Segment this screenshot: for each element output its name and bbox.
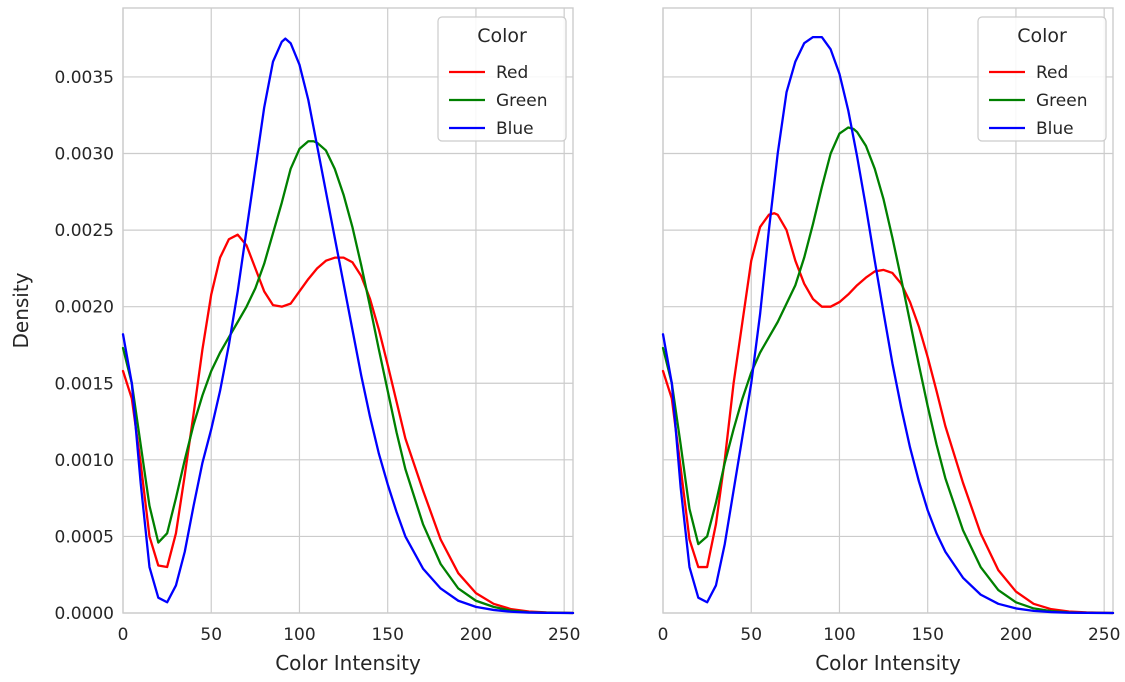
- x-tick-label: 150: [371, 625, 403, 645]
- y-tick-label: 0.0025: [55, 221, 114, 241]
- x-tick-label: 50: [740, 625, 762, 645]
- x-tick-label: 50: [200, 625, 222, 645]
- y-tick-label: 0.0015: [55, 374, 114, 394]
- x-tick-label: 0: [658, 625, 669, 645]
- y-axis-label: Density: [9, 272, 33, 348]
- x-tick-label: 200: [460, 625, 492, 645]
- legend-label-green: Green: [496, 91, 547, 111]
- right-chart-panel: 0 50 100 150 200 250 Color Intensity Color Red Gr…: [658, 7, 1120, 675]
- legend-label-blue: Blue: [496, 119, 534, 139]
- y-tick-label: 0.0000: [55, 604, 114, 624]
- y-tick-label: 0.0020: [55, 298, 114, 318]
- series-line-blue: [121, 37, 575, 615]
- legend: Color Red Green Blue: [437, 16, 567, 142]
- x-axis-label: Color Intensity: [275, 651, 421, 675]
- legend-label-red: Red: [496, 63, 528, 83]
- x-tick-label: 0: [118, 625, 129, 645]
- series-line-green: [661, 126, 1115, 615]
- x-tick-label: 150: [911, 625, 943, 645]
- legend-box: [437, 16, 567, 142]
- y-tick-label: 0.0010: [55, 451, 114, 471]
- series-line-red: [121, 233, 575, 615]
- x-axis-label: Color Intensity: [815, 651, 961, 675]
- legend-label-green: Green: [1036, 91, 1087, 111]
- left-chart-panel: 0 50 100 150 200 250 0.0000 0.0005 0.0010 0.0015 0…: [9, 7, 580, 675]
- x-tick-label: 100: [283, 625, 315, 645]
- x-tick-label: 250: [548, 625, 580, 645]
- legend-box: [977, 16, 1107, 142]
- y-tick-label: 0.0030: [55, 145, 114, 165]
- legend-title: Color: [1017, 25, 1067, 47]
- y-tick-label: 0.0035: [55, 68, 114, 88]
- y-tick-label: 0.0005: [55, 527, 114, 547]
- x-tick-label: 250: [1088, 625, 1120, 645]
- plot-frame: [122, 7, 574, 614]
- legend: Color Red Green Blue: [977, 16, 1107, 142]
- plot-frame: [662, 7, 1114, 614]
- series-line-green: [121, 140, 575, 615]
- legend-label-blue: Blue: [1036, 119, 1074, 139]
- series-line-red: [661, 212, 1115, 615]
- x-tick-label: 100: [823, 625, 855, 645]
- series-line-blue: [661, 35, 1115, 615]
- legend-label-red: Red: [1036, 63, 1068, 83]
- x-tick-label: 200: [1000, 625, 1032, 645]
- legend-title: Color: [477, 25, 527, 47]
